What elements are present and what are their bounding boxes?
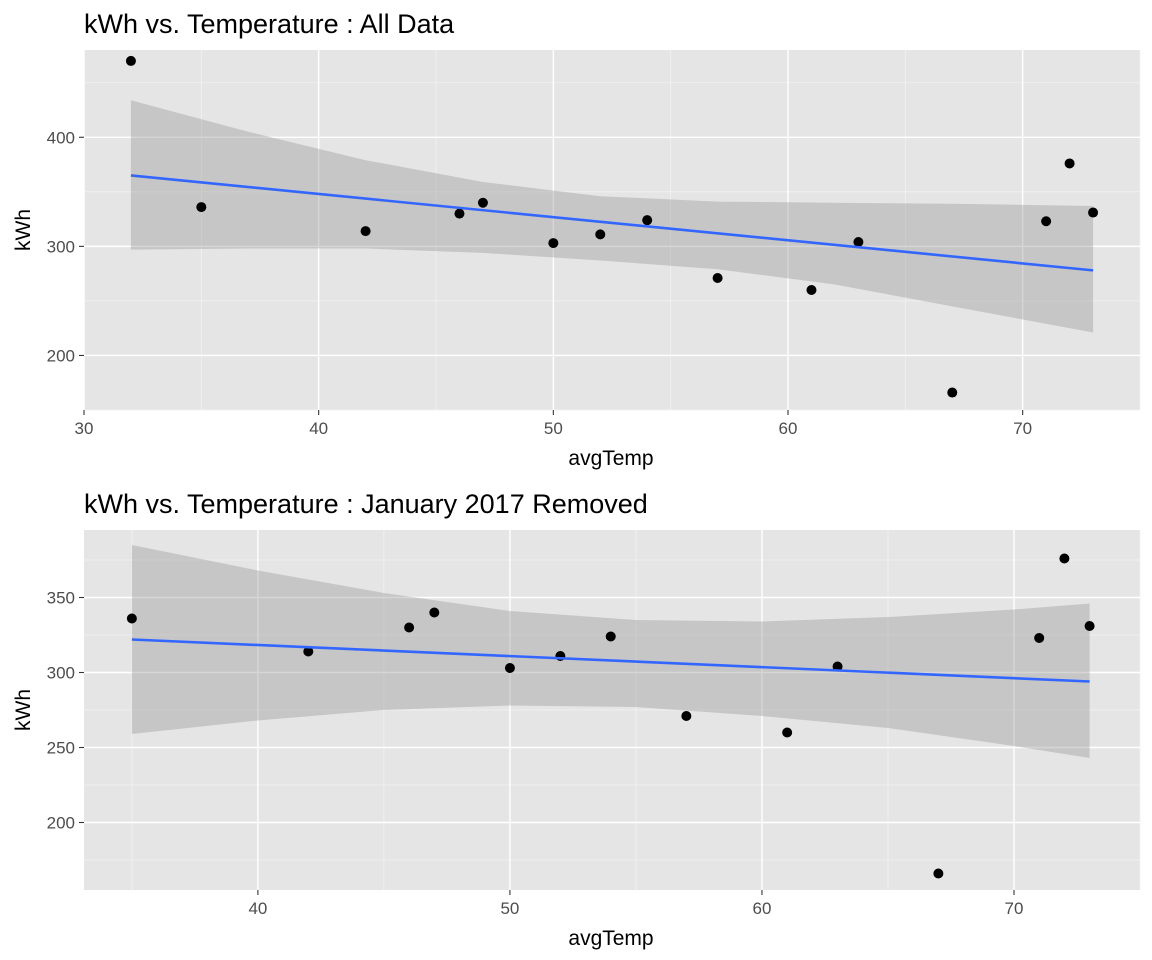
- panel-1-y-tick-label: 400: [47, 128, 75, 147]
- panel-2-data-point: [504, 663, 515, 673]
- panel-1-data-point: [360, 226, 371, 237]
- panel-2-y-axis-title: kWh: [12, 689, 35, 731]
- panel-1-y-axis-title: kWh: [12, 209, 35, 251]
- panel-1-data-point: [595, 229, 606, 240]
- panel-2-data-point: [681, 711, 692, 721]
- panel-2-y-tick-label: 350: [47, 589, 75, 608]
- panel-1-y-tick-label: 300: [47, 237, 75, 256]
- panel-1-x-tick-label: 70: [1013, 419, 1032, 438]
- panel-1-title: kWh vs. Temperature : All Data: [84, 9, 455, 39]
- panel-1-data-point: [125, 55, 136, 66]
- panel-2-data-point: [1084, 621, 1095, 631]
- panel-2-x-axis-title: avgTemp: [568, 927, 653, 950]
- panel-1-data-point: [196, 202, 207, 213]
- panel-2-plot-area: 40 50 60 70 200 250 300 350: [47, 530, 1141, 918]
- panel-2-title: kWh vs. Temperature : January 2017 Remov…: [84, 489, 648, 519]
- panel-2-data-point: [933, 868, 944, 879]
- panel-2-x-tick-label: 60: [752, 899, 771, 918]
- panel-2-data-point: [782, 727, 793, 738]
- panel-1-data-point: [642, 215, 653, 226]
- panel-1-data-point: [548, 238, 559, 249]
- panel-2-y-tick-label: 300: [47, 664, 75, 683]
- panel-1-x-tick-label: 60: [779, 419, 798, 438]
- panel-1-data-point: [454, 208, 465, 219]
- panel-2-data-point: [429, 607, 440, 618]
- panel-2-data-point: [1059, 553, 1070, 564]
- panel-2-x-tick-label: 70: [1005, 899, 1024, 918]
- panel-2-data-point: [1034, 633, 1045, 643]
- panel-1-data-point: [806, 285, 817, 295]
- panel-1-regression-line: [130, 174, 1094, 272]
- panel-1-data-point: [712, 273, 723, 283]
- panel-1-data-point: [947, 387, 958, 398]
- panel-2-regression-line: [131, 638, 1090, 683]
- panel-1-background: [84, 50, 1140, 410]
- panel-1-data-point: [1088, 207, 1099, 218]
- panel-2-data-point: [126, 613, 137, 624]
- panel-2-data-point: [303, 646, 314, 657]
- panel-1-confidence-band: [130, 100, 1094, 333]
- panel-2-x-tick-label: 50: [500, 899, 519, 918]
- panel-1-x-tick-label: 50: [544, 419, 563, 438]
- panel-2-y-tick-label: 250: [47, 739, 75, 758]
- panel-2-data-point: [605, 631, 616, 642]
- panel-2-x-tick-label: 40: [248, 899, 267, 918]
- panel-2-confidence-band: [131, 545, 1090, 758]
- panel-1-x-axis-title: avgTemp: [568, 447, 653, 470]
- panel-1-data-point: [1041, 216, 1052, 227]
- panel-2-y-tick-label: 200: [47, 814, 75, 833]
- panel-1-data-point: [1064, 158, 1075, 169]
- panel-1-y-tick-label: 200: [47, 346, 75, 365]
- panel-1-data-point: [477, 197, 488, 208]
- panel-1-plot-area: 30 40 50 60 70 200 300 400: [47, 50, 1141, 438]
- panel-1-x-tick-label: 40: [309, 419, 328, 438]
- panel-1-data-point: [853, 237, 864, 247]
- panel-2-data-point: [832, 661, 843, 672]
- panel-1-x-tick-label: 30: [75, 419, 94, 438]
- panel-2-data-point: [404, 622, 415, 633]
